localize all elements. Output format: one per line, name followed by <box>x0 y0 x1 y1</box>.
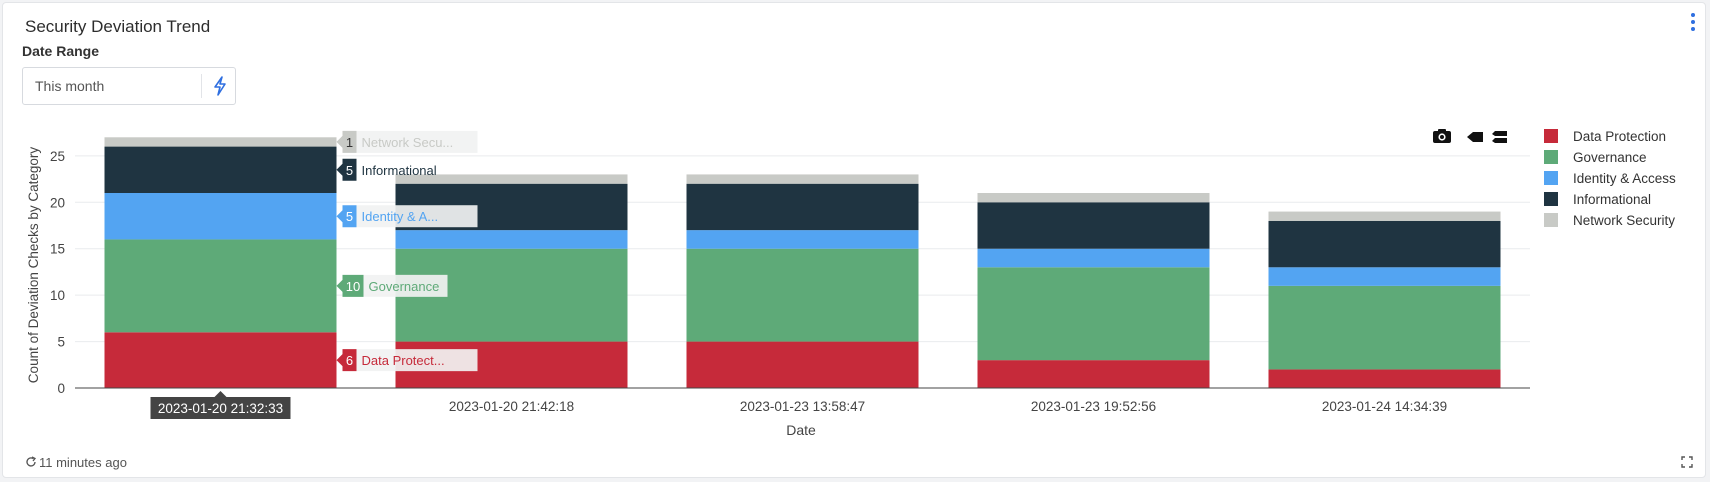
bar-segment-network-security[interactable] <box>686 174 919 184</box>
bar-segment-informational[interactable] <box>686 183 919 231</box>
hover-series-name: Identity & A... <box>362 209 439 224</box>
date-range-label: Date Range <box>22 43 100 59</box>
y-tick-label: 25 <box>50 149 65 164</box>
hover-value-box <box>336 205 357 228</box>
legend-label: Data Protection <box>1573 129 1666 144</box>
y-tick-label: 5 <box>57 335 65 350</box>
legend-swatch <box>1544 213 1558 227</box>
hover-series-name: Data Protect... <box>362 353 445 368</box>
bar-segment-data-protection[interactable] <box>104 332 337 388</box>
y-tick-label: 0 <box>57 381 65 396</box>
x-hover-label-box <box>150 397 291 419</box>
x-tick-label-hover: 2023-01-20 21:32:33 <box>158 401 283 416</box>
x-axis-title: Date <box>786 422 816 438</box>
hover-series-name: Network Secu... <box>362 135 454 150</box>
y-tick-label: 15 <box>50 242 65 257</box>
refresh-icon[interactable] <box>25 456 37 468</box>
hover-label-governance: 10 Governance <box>336 274 448 297</box>
legend-label: Informational <box>1573 192 1651 207</box>
bar-segment-network-security[interactable] <box>977 193 1210 203</box>
bar-segment-identity-access[interactable] <box>104 193 337 240</box>
bar-segment-identity-access[interactable] <box>686 230 919 249</box>
bar-segment-data-protection[interactable] <box>686 341 919 388</box>
legend-swatch <box>1544 192 1558 206</box>
x-hover-caret <box>214 391 227 397</box>
hover-label-identity-access: 5 Identity & A... <box>336 205 478 228</box>
bar-segment-governance[interactable] <box>1268 285 1501 370</box>
x-tick-label: 2023-01-23 13:58:47 <box>740 399 865 414</box>
bar-segment-network-security[interactable] <box>1268 211 1501 221</box>
date-range-value: This month <box>35 78 105 94</box>
camera-icon[interactable] <box>1433 129 1451 143</box>
legend-item-identity-access[interactable]: Identity & Access <box>1544 171 1676 186</box>
hover-value: 5 <box>346 163 353 178</box>
hover-text-box <box>356 130 478 153</box>
legend-item-data-protection[interactable]: Data Protection <box>1544 129 1666 144</box>
hover-series-name: Informational <box>362 163 437 178</box>
date-range-divider <box>201 74 202 98</box>
compare-hover-icon[interactable] <box>1492 131 1507 143</box>
bar-segment-data-protection[interactable] <box>1268 369 1501 388</box>
hover-value: 6 <box>346 353 353 368</box>
hover-value-box <box>336 158 357 181</box>
hover-value-box <box>336 130 357 153</box>
bar-segment-network-security[interactable] <box>104 137 337 147</box>
legend-swatch <box>1544 150 1558 164</box>
legend-label: Governance <box>1573 150 1647 165</box>
hover-text-box <box>356 205 478 228</box>
date-range-select[interactable]: This month <box>22 67 236 105</box>
expand-icon[interactable] <box>1681 456 1693 468</box>
x-tick-label: 2023-01-24 14:34:39 <box>1322 399 1447 414</box>
hover-value: 5 <box>346 209 353 224</box>
last-updated-text: 11 minutes ago <box>39 455 127 470</box>
hover-label-network-security: 1 Network Secu... <box>336 130 478 153</box>
legend-label: Identity & Access <box>1573 171 1676 186</box>
bar-segment-identity-access[interactable] <box>395 230 628 249</box>
bar-segment-identity-access[interactable] <box>977 248 1210 268</box>
legend-item-informational[interactable]: Informational <box>1544 192 1651 207</box>
y-tick-label: 10 <box>50 288 65 303</box>
footer-status: 11 minutes ago <box>25 455 127 470</box>
lightning-bolt-icon[interactable] <box>209 74 231 98</box>
bar-segment-governance[interactable] <box>977 267 1210 361</box>
legend-label: Network Security <box>1573 213 1675 228</box>
bar-segment-informational[interactable] <box>104 146 337 193</box>
y-axis-title: Count of Deviation Checks by Category <box>26 147 41 384</box>
hover-label-informational: 5 Informational <box>336 158 437 181</box>
hover-value-box <box>336 349 357 372</box>
bar-segment-governance[interactable] <box>104 239 337 333</box>
hover-value-box <box>336 274 364 297</box>
bar-segment-informational[interactable] <box>1268 220 1501 268</box>
hover-label-data-protection: 6 Data Protect... <box>336 349 478 372</box>
pan-left-icon[interactable] <box>1467 132 1483 142</box>
y-tick-label: 20 <box>50 195 65 210</box>
bar-segment-governance[interactable] <box>686 248 919 342</box>
hover-value: 1 <box>346 135 353 150</box>
legend-item-network-security[interactable]: Network Security <box>1544 213 1675 228</box>
hover-value: 10 <box>346 279 360 294</box>
bar-segment-data-protection[interactable] <box>977 360 1210 388</box>
x-tick-label: 2023-01-23 19:52:56 <box>1031 399 1156 414</box>
x-tick-label: 2023-01-20 21:42:18 <box>449 399 574 414</box>
bar-segment-identity-access[interactable] <box>1268 267 1501 286</box>
bar-segment-informational[interactable] <box>977 202 1210 249</box>
hover-text-box <box>356 349 478 372</box>
hover-series-name: Governance <box>369 279 440 294</box>
panel-title: Security Deviation Trend <box>25 17 211 36</box>
chart-modebar <box>1433 127 1523 147</box>
bar-segment-network-security[interactable] <box>395 174 628 184</box>
legend-swatch <box>1544 129 1558 143</box>
hover-text-box <box>363 274 448 297</box>
legend-item-governance[interactable]: Governance <box>1544 150 1647 165</box>
legend-swatch <box>1544 171 1558 185</box>
more-vertical-icon[interactable] <box>1689 13 1697 35</box>
